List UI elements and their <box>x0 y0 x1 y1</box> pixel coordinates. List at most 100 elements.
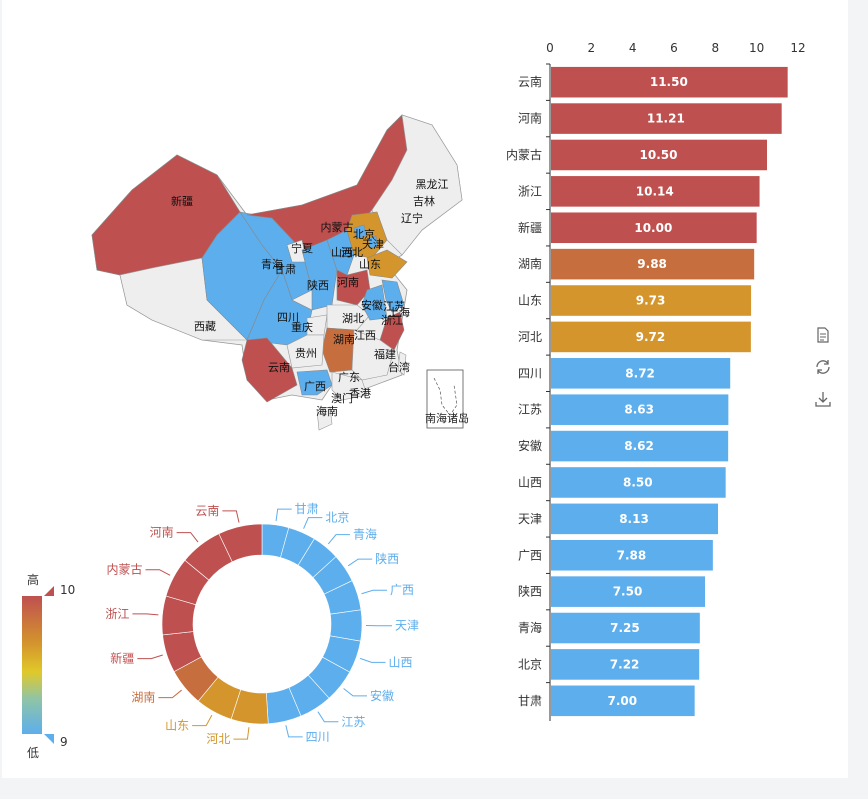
donut-slice-label: 山东 <box>165 719 189 733</box>
chart-panel: 南海诸岛 新疆 西藏 青海 甘肃 宁夏 内蒙古 黑龙江 吉林 辽宁 北京 天津 河北 山西 山东 陕西 河南四… <box>2 0 848 778</box>
y-category-label: 内蒙古 <box>506 147 542 162</box>
bar-value-label: 7.88 <box>617 548 647 562</box>
donut-slice-label: 云南 <box>195 503 219 518</box>
visual-map-gradient-bar[interactable] <box>22 596 42 734</box>
y-category-label: 天津 <box>518 512 542 526</box>
y-category-label: 山东 <box>518 294 542 308</box>
bar[interactable] <box>551 358 731 389</box>
bar-value-label: 9.73 <box>636 294 666 308</box>
bar[interactable] <box>551 612 700 644</box>
toolbox <box>814 326 832 422</box>
y-category-label: 甘肃 <box>518 694 542 708</box>
x-tick-label: 6 <box>670 41 678 55</box>
x-tick-label: 4 <box>629 41 637 55</box>
map-region-label: 澳门 <box>331 391 353 405</box>
region-southeast[interactable] <box>351 329 395 381</box>
region-shanxi[interactable] <box>326 229 355 276</box>
region-hainan[interactable] <box>316 406 333 431</box>
map-region-label: 贵州 <box>295 347 317 360</box>
donut-label-line <box>275 508 292 522</box>
region-yunnan[interactable] <box>241 337 298 403</box>
bar[interactable] <box>551 285 752 316</box>
bar[interactable] <box>551 539 713 571</box>
region-zhejiang[interactable] <box>379 311 405 351</box>
bar[interactable] <box>551 321 751 353</box>
y-category-label: 江苏 <box>518 403 542 417</box>
region-shandong[interactable] <box>366 249 408 279</box>
map-region-label: 四川 <box>277 311 299 324</box>
visual-map-low-handle[interactable] <box>44 734 54 744</box>
region-guangxi[interactable] <box>296 369 333 396</box>
region-guizhou[interactable] <box>286 334 325 369</box>
region-anhui[interactable] <box>361 284 388 321</box>
x-tick-label: 8 <box>712 41 720 55</box>
y-category-label: 广西 <box>518 548 542 562</box>
region-tianjin[interactable] <box>367 235 379 249</box>
south-sea-inset <box>426 369 464 429</box>
donut-slice[interactable] <box>218 523 263 563</box>
bar[interactable] <box>551 576 705 607</box>
y-category-label: 北京 <box>518 657 542 671</box>
bar[interactable] <box>551 467 726 498</box>
donut-slice-label: 四川 <box>306 730 330 744</box>
bar[interactable] <box>551 212 757 244</box>
region-guangdong[interactable] <box>331 371 368 401</box>
region-taiwan[interactable] <box>397 351 407 376</box>
map-region-label: 香港 <box>349 387 371 400</box>
bar[interactable] <box>551 176 760 207</box>
donut-slice-label: 河南 <box>150 525 174 540</box>
bar[interactable] <box>551 685 695 717</box>
region-northeast[interactable] <box>371 114 463 256</box>
map-region-label: 天津 <box>362 238 384 251</box>
visual-map-high-handle[interactable] <box>44 586 54 596</box>
bar[interactable] <box>551 394 729 425</box>
map-region-label: 辽宁 <box>401 211 423 225</box>
map-region-label: 内蒙古 <box>321 220 354 234</box>
bar[interactable] <box>551 139 767 171</box>
map-region-label: 山东 <box>359 258 381 271</box>
bar[interactable] <box>551 503 719 535</box>
visual-map-high-label: 高 <box>27 572 39 587</box>
region-beijing[interactable] <box>353 224 367 239</box>
bar[interactable] <box>551 430 729 462</box>
restore-icon[interactable] <box>814 358 832 376</box>
map-region-label: 北京 <box>353 227 375 241</box>
donut-label-line <box>343 688 368 697</box>
visual-map-legend[interactable]: 高 10 9 低 <box>22 572 75 760</box>
y-category-label: 云南 <box>518 74 542 89</box>
donut-slice-label: 甘肃 <box>295 502 319 516</box>
map-region-label: 台湾 <box>388 360 410 374</box>
bar[interactable] <box>551 649 700 680</box>
bar-value-label: 10.50 <box>640 148 678 162</box>
donut-slice-label: 河北 <box>206 732 230 746</box>
donut-slice-label: 新疆 <box>110 651 134 666</box>
map-region-label: 海南 <box>316 404 338 418</box>
bar-value-label: 8.72 <box>625 366 655 380</box>
bar[interactable] <box>551 248 755 280</box>
map-region-label: 重庆 <box>291 320 313 334</box>
data-view-icon[interactable] <box>814 326 832 344</box>
map-region-label: 云南 <box>268 361 290 374</box>
region-hubei[interactable] <box>326 304 371 331</box>
region-jiangsu[interactable] <box>381 279 405 313</box>
bar[interactable] <box>551 66 788 98</box>
donut-label-line <box>176 532 199 543</box>
bar-value-label: 8.13 <box>619 512 649 526</box>
y-category-label: 安徽 <box>518 438 542 453</box>
y-category-label: 新疆 <box>518 220 542 235</box>
map-region-label: 山西 <box>331 246 353 259</box>
x-tick-label: 10 <box>749 41 764 55</box>
bar-value-label: 10.00 <box>634 221 672 235</box>
save-image-icon[interactable] <box>814 390 832 408</box>
visual-map-min-value: 9 <box>60 735 68 749</box>
bar-value-label: 9.88 <box>637 257 667 271</box>
map-region-label: 河北 <box>341 246 363 259</box>
map-region-label: 宁夏 <box>291 241 313 255</box>
bar[interactable] <box>551 103 782 134</box>
map-region-label: 西藏 <box>194 320 216 333</box>
bar-value-label: 9.72 <box>636 330 666 344</box>
donut-label-line <box>132 613 159 616</box>
donut-slice-label: 湖南 <box>131 690 155 705</box>
donut-slice-label: 内蒙古 <box>106 562 142 577</box>
